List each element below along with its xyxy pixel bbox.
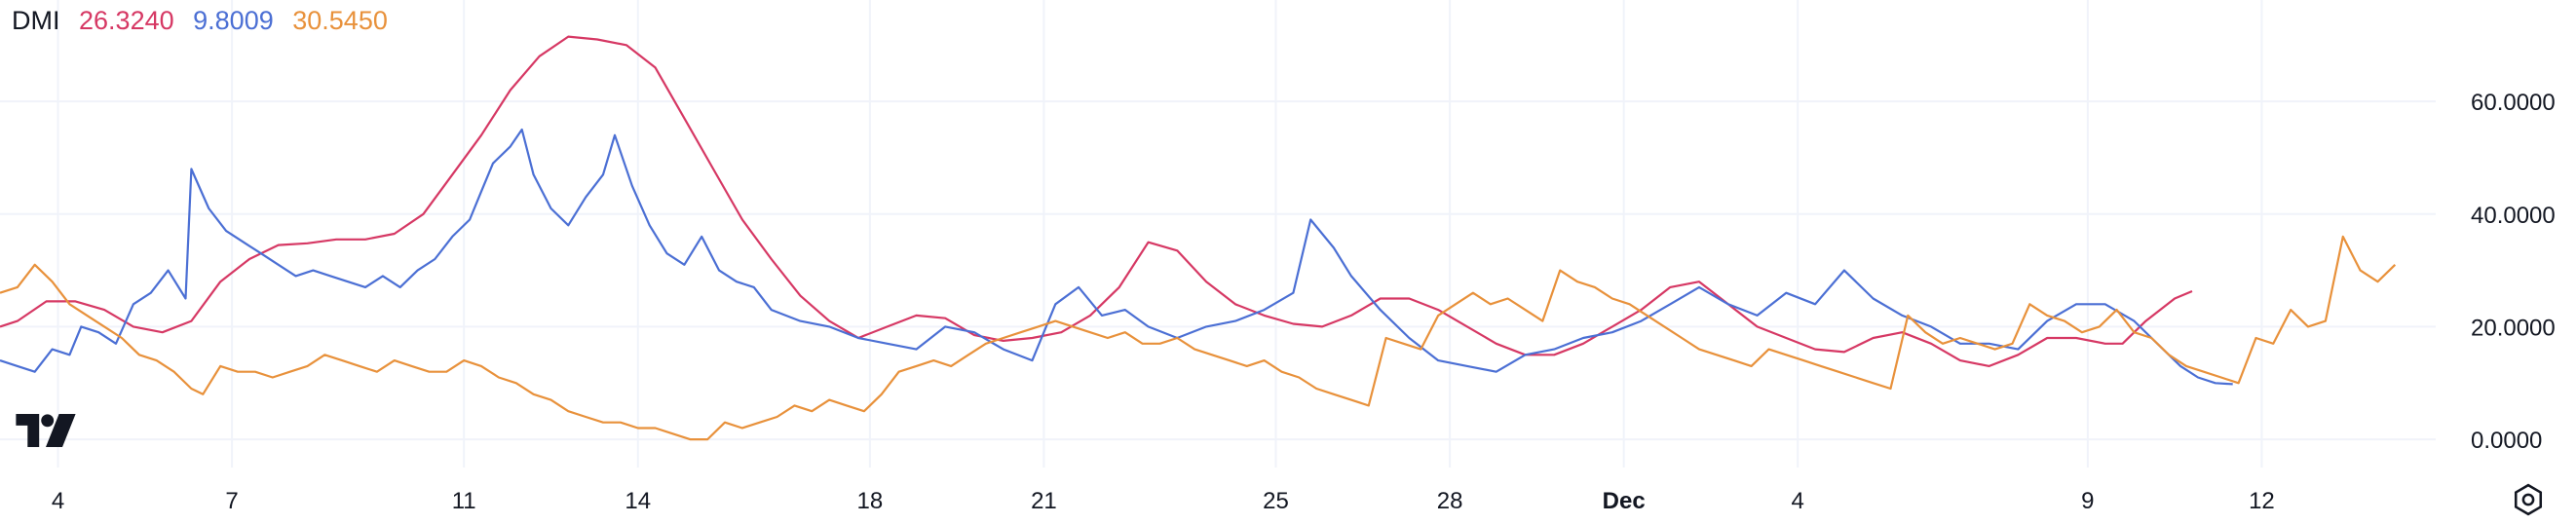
x-tick-label: 21	[1031, 488, 1057, 514]
tradingview-logo	[16, 414, 76, 447]
x-axis-tick-labels: 4 7 11 14 18 21 25 28 Dec 4 9 12	[52, 488, 2275, 514]
x-tick-label: 18	[857, 488, 884, 514]
y-tick-label: 0.0000	[2471, 428, 2542, 454]
settings-gear-icon[interactable]	[2512, 483, 2545, 516]
legend-value-adx: 26.3240	[79, 6, 174, 35]
vertical-gridlines	[57, 0, 2263, 468]
x-tick-label: 28	[1437, 488, 1463, 514]
x-tick-label: 4	[52, 488, 64, 514]
x-tick-label: 7	[225, 488, 238, 514]
y-tick-label: 20.0000	[2471, 315, 2556, 341]
x-tick-label: 9	[2081, 488, 2094, 514]
series-lines	[0, 35, 2397, 441]
x-tick-label: 11	[452, 488, 476, 514]
x-tick-label: 14	[625, 488, 651, 514]
horizontal-gridlines	[0, 100, 2436, 441]
series-line-0	[0, 35, 2193, 367]
x-tick-label: Dec	[1603, 488, 1646, 514]
series-line-2	[0, 235, 2397, 441]
legend-value-plus-di: 30.5450	[292, 6, 388, 35]
x-tick-label: 12	[2249, 488, 2275, 514]
series-line-1	[0, 128, 2233, 386]
legend-title: DMI	[12, 6, 60, 35]
y-axis-tick-labels: 0.0000 20.0000 40.0000 60.0000 80.0000	[2471, 0, 2556, 454]
y-tick-label: 40.0000	[2471, 203, 2556, 229]
legend-value-minus-di: 9.8009	[193, 6, 274, 35]
y-tick-label: 60.0000	[2471, 90, 2556, 116]
y-tick-label: 80.0000	[2471, 0, 2556, 3]
indicator-legend: DMI 26.3240 9.8009 30.5450	[12, 6, 399, 36]
x-tick-label: 25	[1263, 488, 1289, 514]
x-tick-label: 4	[1792, 488, 1804, 514]
